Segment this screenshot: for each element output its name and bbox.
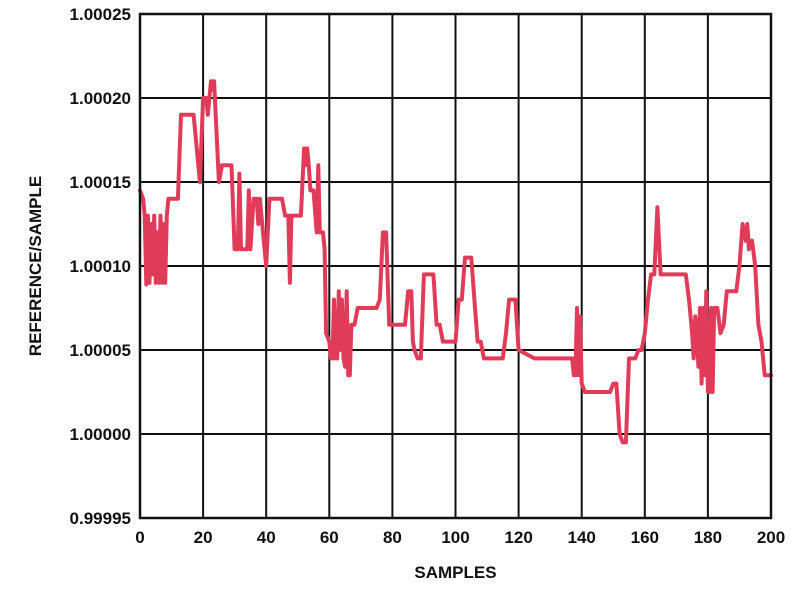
- series-line: [138, 79, 773, 445]
- series-layer: [138, 79, 773, 445]
- x-tick-label: 200: [757, 528, 785, 547]
- x-tick-label: 40: [257, 528, 276, 547]
- y-tick-label: 1.00005: [70, 341, 131, 360]
- x-tick-label: 0: [135, 528, 144, 547]
- x-tick-labels: 0 20 40 60 80 100 120 140 160 180 200: [135, 528, 785, 547]
- y-tick-label: 1.00025: [70, 5, 131, 24]
- y-tick-label: 0.99995: [70, 509, 131, 528]
- x-tick-label: 120: [504, 528, 532, 547]
- x-tick-label: 60: [320, 528, 339, 547]
- y-axis-title: REFERENCE/SAMPLE: [26, 176, 45, 356]
- y-tick-label: 1.00000: [70, 425, 131, 444]
- x-axis-title: SAMPLES: [414, 563, 496, 582]
- y-tick-label: 1.00020: [70, 89, 131, 108]
- y-tick-labels: 1.00025 1.00020 1.00015 1.00010 1.00005 1.000…: [70, 5, 131, 528]
- gridlines: [139, 13, 772, 519]
- y-tick-label: 1.00010: [70, 257, 131, 276]
- x-tick-label: 140: [568, 528, 596, 547]
- x-tick-label: 100: [441, 528, 469, 547]
- x-tick-label: 20: [194, 528, 213, 547]
- x-tick-label: 80: [383, 528, 402, 547]
- plot-frame: [138, 12, 773, 520]
- y-tick-label: 1.00015: [70, 173, 131, 192]
- x-tick-label: 180: [694, 528, 722, 547]
- x-tick-label: 160: [631, 528, 659, 547]
